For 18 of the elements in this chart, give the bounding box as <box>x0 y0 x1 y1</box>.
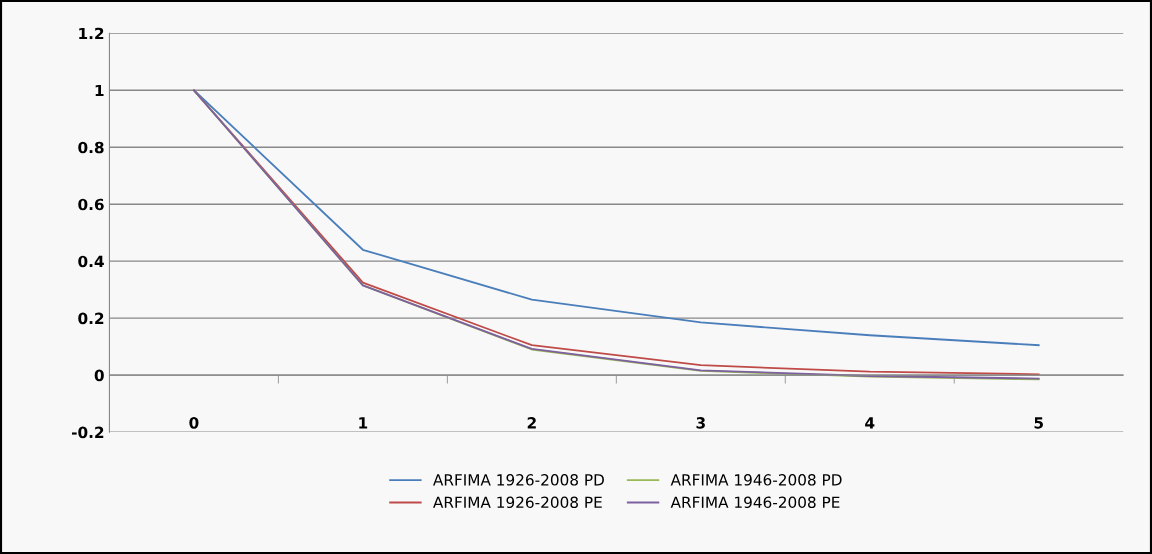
legend-label: ARFIMA 1946-2008 PD <box>670 474 842 486</box>
y-tick-label: 1 <box>95 84 104 97</box>
x-tick-label: 3 <box>696 417 705 429</box>
y-tick-label: 0.8 <box>78 141 104 154</box>
legend-label: ARFIMA 1926-2008 PD <box>433 474 604 486</box>
y-tick-label: 0 <box>94 369 104 382</box>
y-tick-label: -0.2 <box>72 426 104 439</box>
y-tick-label: 0.2 <box>78 312 104 325</box>
y-tick-label: 0.6 <box>78 198 104 211</box>
x-tick-label: 5 <box>1034 417 1043 429</box>
y-tick-label: 1.2 <box>79 27 104 40</box>
x-tick-label: 2 <box>527 417 536 429</box>
y-tick-label: 0.4 <box>78 255 104 268</box>
legend-label: ARFIMA 1926-2008 PE <box>433 496 602 509</box>
x-tick-label: 1 <box>359 417 368 429</box>
x-tick-label: 0 <box>189 417 199 429</box>
legend-label: ARFIMA 1946-2008 PE <box>670 496 840 509</box>
x-tick-label: 4 <box>865 417 875 429</box>
